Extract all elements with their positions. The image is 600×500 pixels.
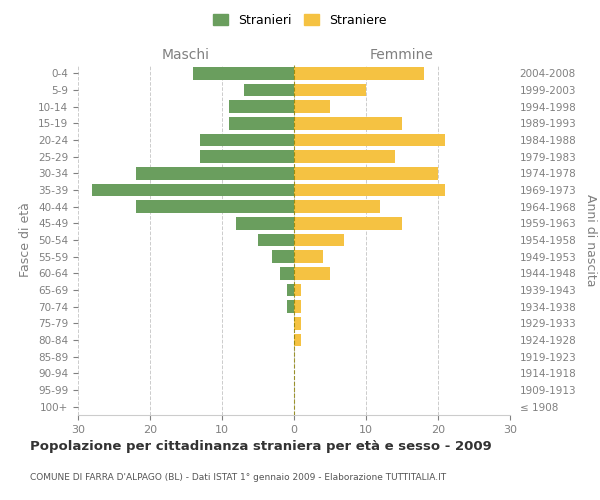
Bar <box>294 267 330 280</box>
Bar <box>294 300 301 313</box>
Text: Maschi: Maschi <box>162 48 210 62</box>
Bar <box>272 250 294 263</box>
Bar <box>294 217 402 230</box>
Bar <box>294 150 395 163</box>
Text: COMUNE DI FARRA D'ALPAGO (BL) - Dati ISTAT 1° gennaio 2009 - Elaborazione TUTTIT: COMUNE DI FARRA D'ALPAGO (BL) - Dati IST… <box>30 473 446 482</box>
Bar <box>92 184 294 196</box>
Bar <box>294 284 301 296</box>
Bar <box>280 267 294 280</box>
Legend: Stranieri, Straniere: Stranieri, Straniere <box>208 8 392 32</box>
Bar <box>229 100 294 113</box>
Y-axis label: Anni di nascita: Anni di nascita <box>584 194 598 286</box>
Bar <box>294 317 301 330</box>
Bar <box>244 84 294 96</box>
Bar <box>294 67 424 80</box>
Bar <box>287 284 294 296</box>
Bar <box>294 250 323 263</box>
Bar <box>294 184 445 196</box>
Bar <box>294 84 366 96</box>
Bar <box>136 200 294 213</box>
Bar <box>294 100 330 113</box>
Bar <box>258 234 294 246</box>
Bar <box>229 117 294 130</box>
Bar <box>193 67 294 80</box>
Bar <box>200 150 294 163</box>
Text: Popolazione per cittadinanza straniera per età e sesso - 2009: Popolazione per cittadinanza straniera p… <box>30 440 492 453</box>
Bar <box>236 217 294 230</box>
Bar <box>200 134 294 146</box>
Bar <box>294 134 445 146</box>
Bar <box>287 300 294 313</box>
Bar <box>294 117 402 130</box>
Bar <box>136 167 294 179</box>
Bar <box>294 200 380 213</box>
Bar <box>294 334 301 346</box>
Y-axis label: Fasce di età: Fasce di età <box>19 202 32 278</box>
Bar <box>294 234 344 246</box>
Text: Femmine: Femmine <box>370 48 434 62</box>
Bar <box>294 167 438 179</box>
